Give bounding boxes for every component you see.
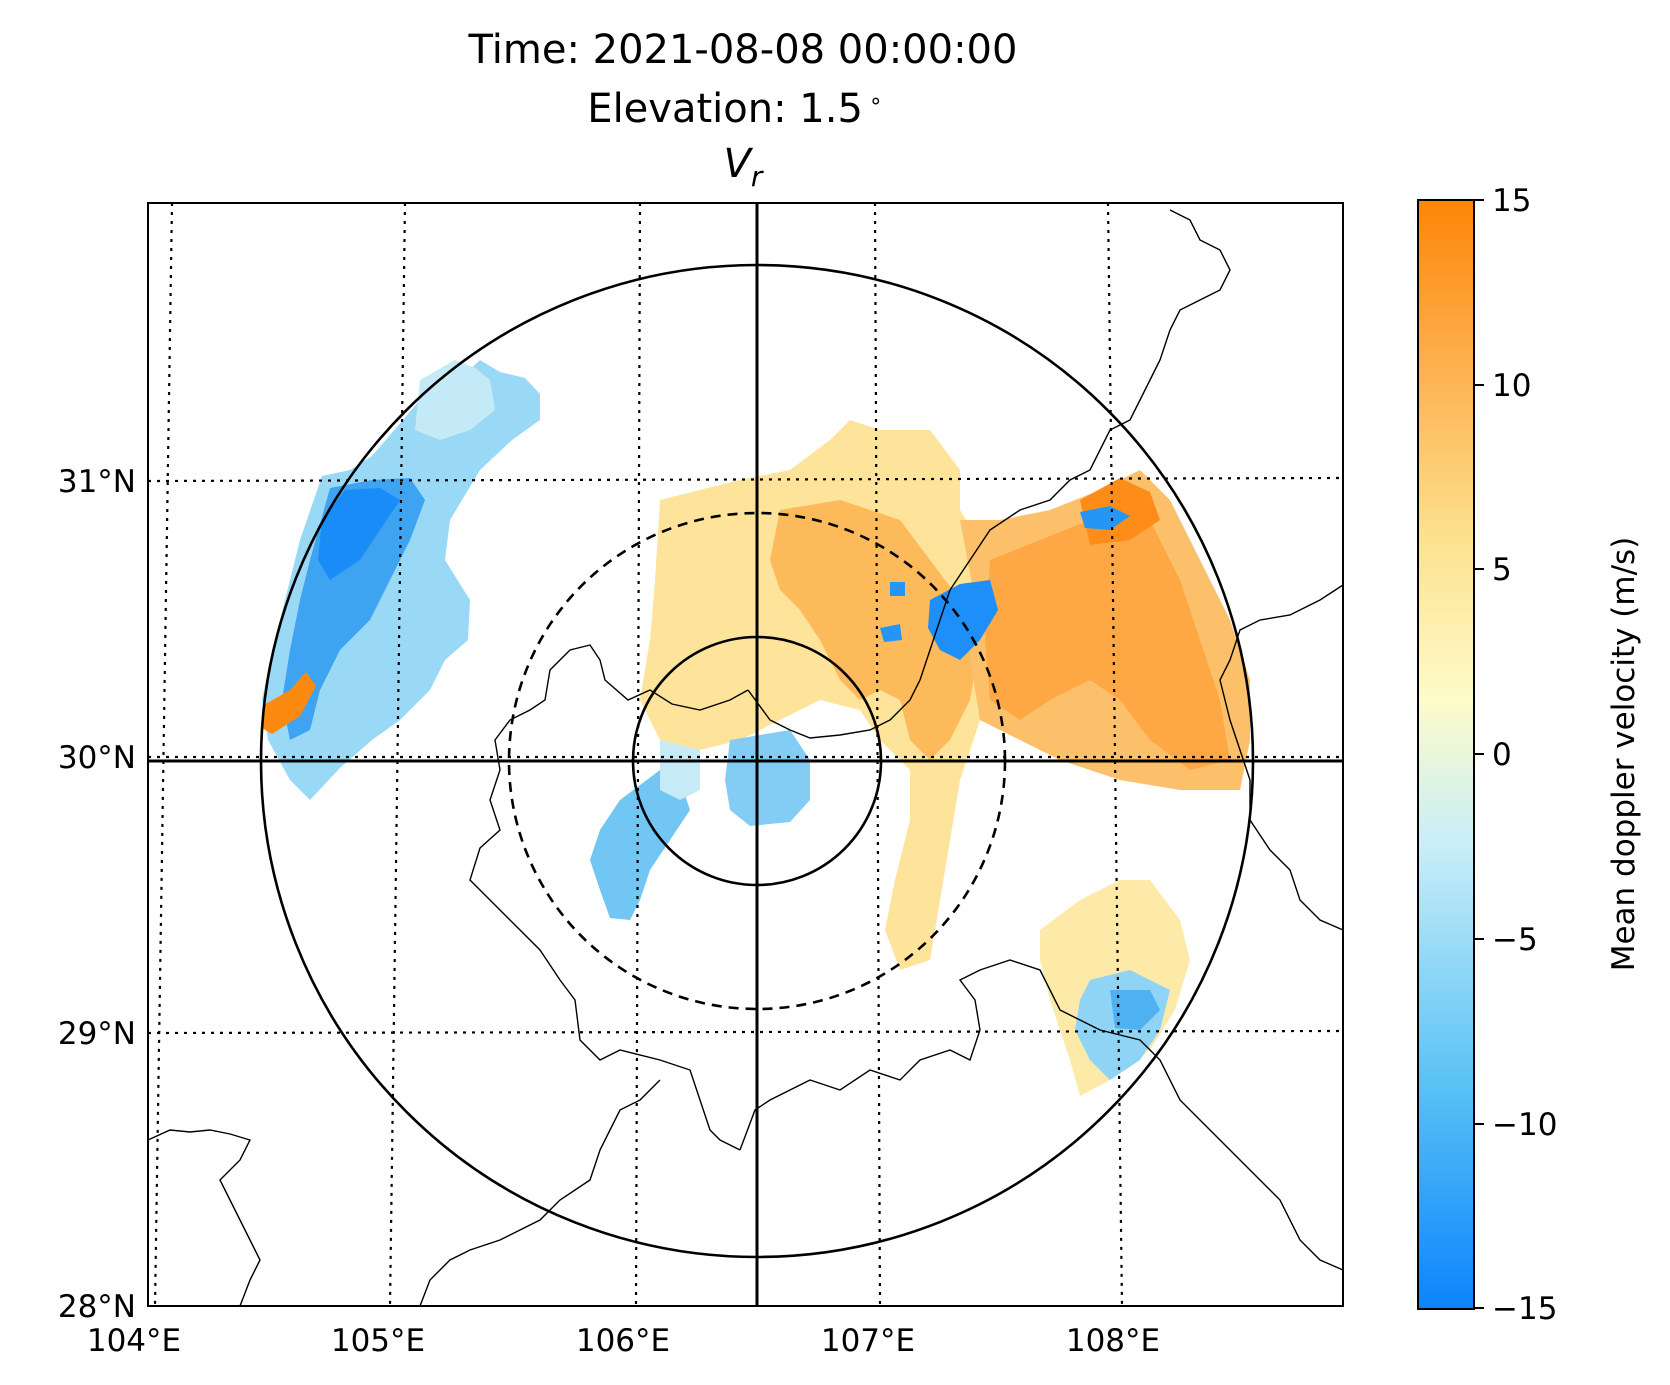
lat-label-30: 30°N [58, 740, 136, 776]
border-southwest [148, 1129, 261, 1306]
longitude-labels: 104°E 105°E 106°E 107°E 108°E [87, 1323, 1160, 1359]
gridline-lon-104 [153, 202, 174, 1307]
colorbar-tick-label: −5 [1492, 922, 1538, 958]
map-panel [147, 202, 1344, 1307]
lon-label-106: 106°E [576, 1323, 670, 1359]
echo-nw-aliased [262, 672, 316, 734]
radar-velocity-field [262, 360, 1250, 1096]
lon-label-105: 105°E [331, 1323, 425, 1359]
lon-label-104: 104°E [87, 1323, 181, 1359]
title-time: Time: 2021-08-08 00:00:00 [468, 27, 1018, 73]
gridline-lon-105 [388, 202, 407, 1307]
border-chongqing-south [739, 959, 1343, 1271]
colorbar-gradient [1417, 199, 1475, 1310]
colorbar-tick-label: 10 [1492, 368, 1531, 404]
map-frame [147, 202, 1344, 1307]
title-variable-subscript: r [751, 160, 764, 193]
colorbar-label: Mean doppler velocity (m/s) [1606, 537, 1642, 972]
latitude-labels: 31°N 30°N 29°N 28°N [58, 464, 136, 1325]
title-variable: Vr [724, 141, 764, 193]
echo-ne-outbound-core [985, 500, 1230, 770]
echo-nw-inbound-strong [318, 488, 400, 580]
border-south-center [419, 1079, 661, 1306]
range-rings [148, 203, 1343, 1306]
echo-inbound-small [1080, 506, 1130, 530]
gridline-lon-108 [1106, 202, 1124, 1307]
title-elevation: Elevation: 1.5 ∘ [587, 86, 882, 132]
echo-nw-inbound [262, 360, 540, 800]
plot-title: Time: 2021-08-08 00:00:00 Elevation: 1.5… [468, 27, 1018, 193]
colorbar-tick-label: −10 [1492, 1107, 1557, 1143]
colorbar-tick-label: 15 [1492, 183, 1531, 219]
echo-nw-upper [415, 360, 495, 440]
title-variable-symbol: V [724, 141, 754, 187]
lon-label-107: 107°E [821, 1323, 915, 1359]
echo-sw-inbound-light [660, 740, 700, 800]
lon-label-108: 108°E [1066, 1323, 1160, 1359]
lat-label-31: 31°N [58, 464, 136, 500]
gridline-lon-107 [873, 202, 882, 1307]
echo-inbound-dots [880, 582, 905, 642]
echo-center-inbound [725, 730, 810, 826]
echo-sw-inbound [590, 770, 690, 920]
province-borders [148, 209, 1343, 1306]
gridline-lon-106 [634, 202, 642, 1307]
border-chongqing-west [469, 644, 749, 1151]
title-elevation-degree: ∘ [869, 89, 883, 114]
colorbar-ticks [1474, 199, 1484, 1309]
gridline-lat-29 [147, 1029, 1344, 1035]
echo-nw-inbound-core [282, 478, 425, 740]
echo-se-inbound-core [1110, 990, 1160, 1030]
colorbar-tick-label: −15 [1492, 1291, 1557, 1327]
border-east [1219, 584, 1343, 931]
colorbar-tick-label: 5 [1492, 552, 1512, 588]
lat-label-28: 28°N [58, 1289, 136, 1325]
lat-label-29: 29°N [58, 1016, 136, 1052]
echo-center-outbound-core [770, 500, 980, 760]
colorbar: 15 10 5 0 −5 −10 −15 Mean doppler veloci… [1417, 183, 1642, 1327]
title-elevation-value: Elevation: 1.5 [587, 86, 863, 132]
colorbar-tick-label: 0 [1492, 737, 1512, 773]
